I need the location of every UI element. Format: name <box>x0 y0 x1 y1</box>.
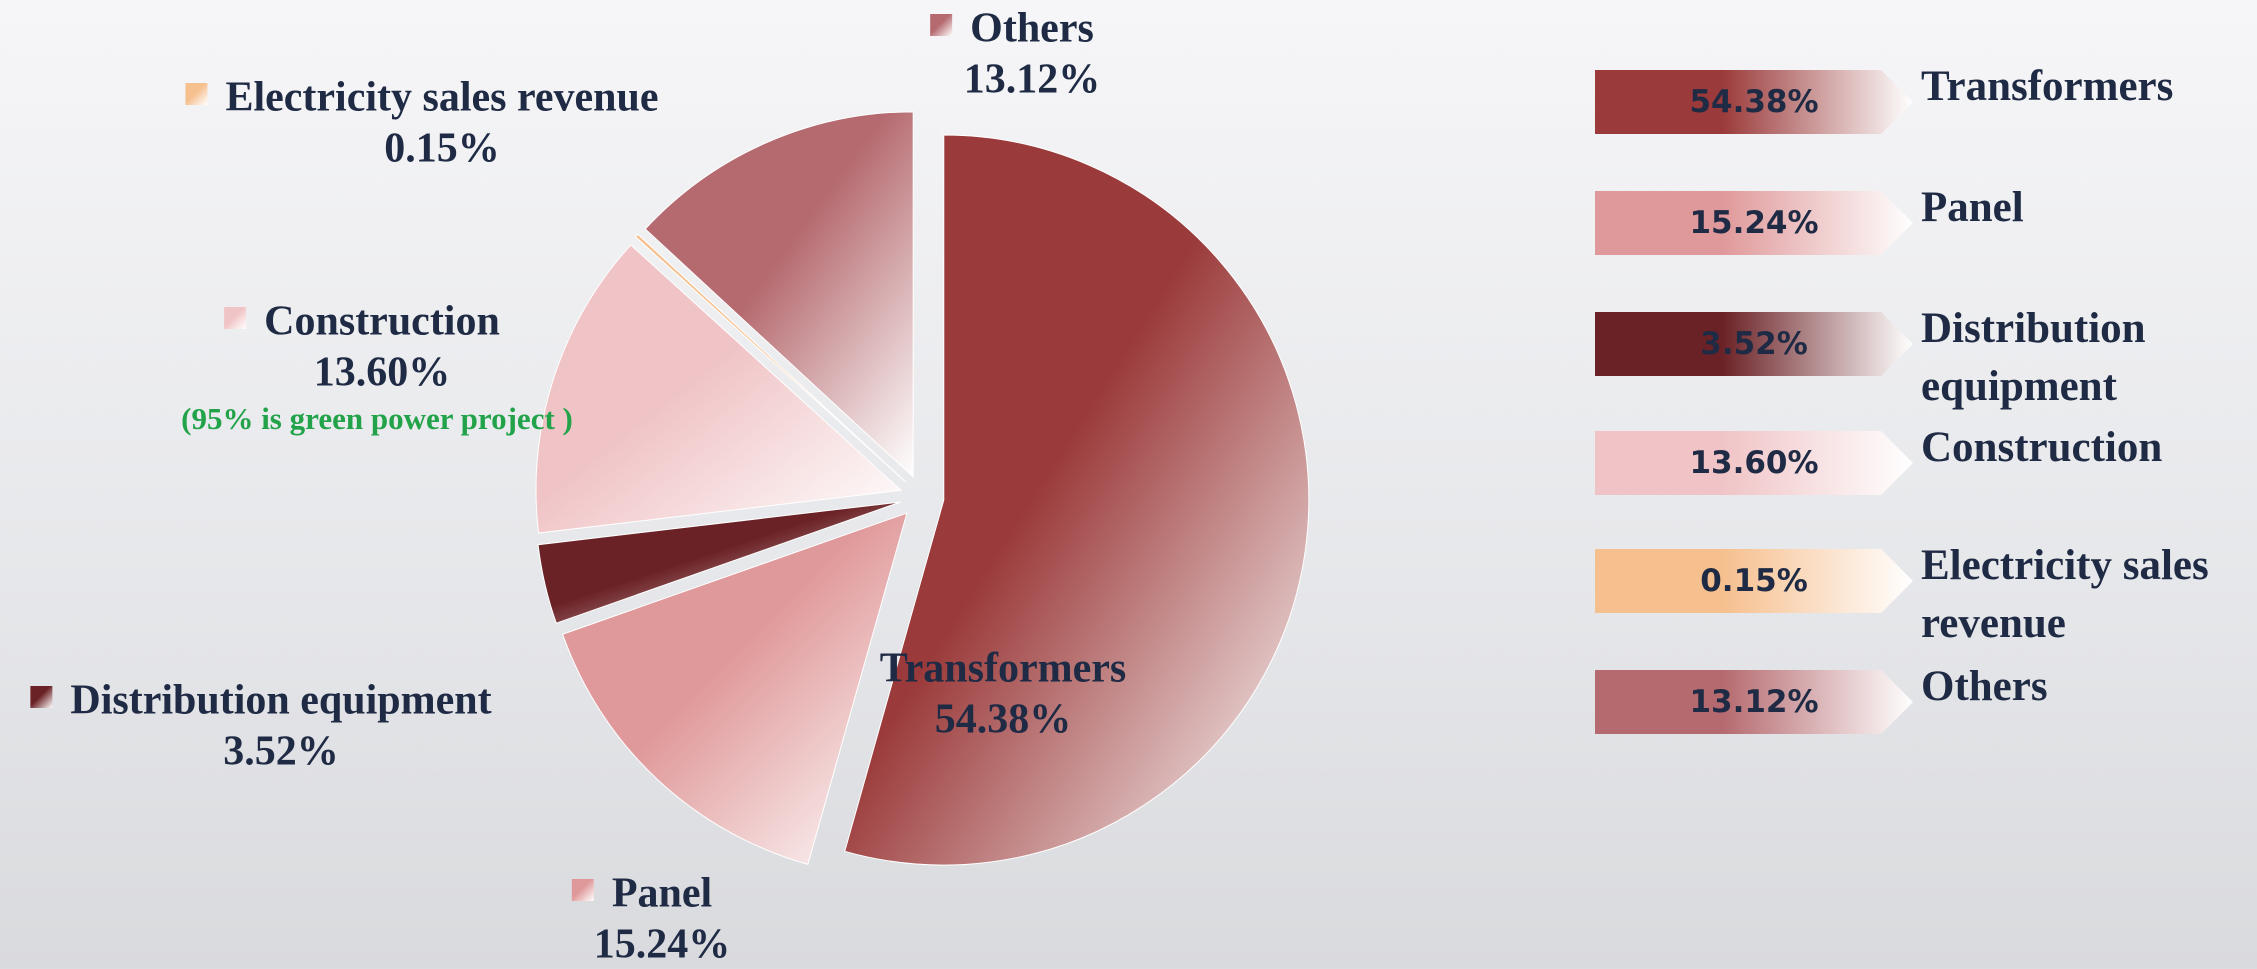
pie-slice <box>844 134 1310 866</box>
legend-label: Distribution equipment <box>1921 305 2146 410</box>
label-marker <box>930 14 953 36</box>
legend-value: 0.15% <box>1595 549 1913 613</box>
legend-label: Construction <box>1921 424 2163 471</box>
legend-value: 54.38% <box>1595 70 1913 134</box>
chart: Transformers 54.38% Panel 15.24% Distributio… <box>30 6 1310 968</box>
legend-value: 3.52% <box>1595 312 1913 376</box>
pie-slice <box>537 501 901 624</box>
pie-slice <box>535 244 903 534</box>
slice-value: 3.52% <box>223 729 339 775</box>
pie-slice <box>562 512 908 865</box>
label-marker <box>224 307 247 329</box>
slice-value: 13.60% <box>314 350 451 396</box>
slice-label: Others <box>970 6 1094 52</box>
legend-value: 13.12% <box>1595 670 1913 734</box>
label-marker <box>571 879 594 901</box>
slice-value: 54.38% <box>935 697 1072 743</box>
label-marker <box>185 83 208 105</box>
legend-item: 15.24% Panel <box>1595 184 2257 255</box>
label-marker <box>30 686 53 708</box>
legend-value: 15.24% <box>1595 191 1913 255</box>
pie-slice <box>634 233 907 483</box>
slice-label: Electricity sales revenue <box>225 75 658 121</box>
legend-item: 13.12% Others <box>1595 663 2257 734</box>
legend-value: 13.60% <box>1595 431 1913 495</box>
legend-label: Panel <box>1921 184 2024 231</box>
legend-label: Transformers <box>1921 63 2174 110</box>
slice-label: Distribution equipment <box>70 678 491 724</box>
slice-label: Construction <box>264 299 500 345</box>
slice-value: 13.12% <box>964 57 1101 103</box>
legend-item: 0.15% Electricity sales revenue <box>1595 542 2257 647</box>
legend-label: Electricity sales revenue <box>1921 542 2209 647</box>
legend-item: 54.38% Transformers <box>1595 63 2257 134</box>
slice-value: 15.24% <box>594 922 731 968</box>
annotation: (95% is green power project ) <box>181 401 573 436</box>
slice-value: 0.15% <box>384 126 500 172</box>
slice-label: Panel <box>612 871 712 917</box>
slice-label: Transformers <box>880 646 1126 692</box>
legend-item: 3.52% Distribution equipment <box>1595 305 2257 410</box>
legend-item: 13.60% Construction <box>1595 424 2257 495</box>
legend-label: Others <box>1921 663 2048 710</box>
pie-slice <box>644 111 914 478</box>
